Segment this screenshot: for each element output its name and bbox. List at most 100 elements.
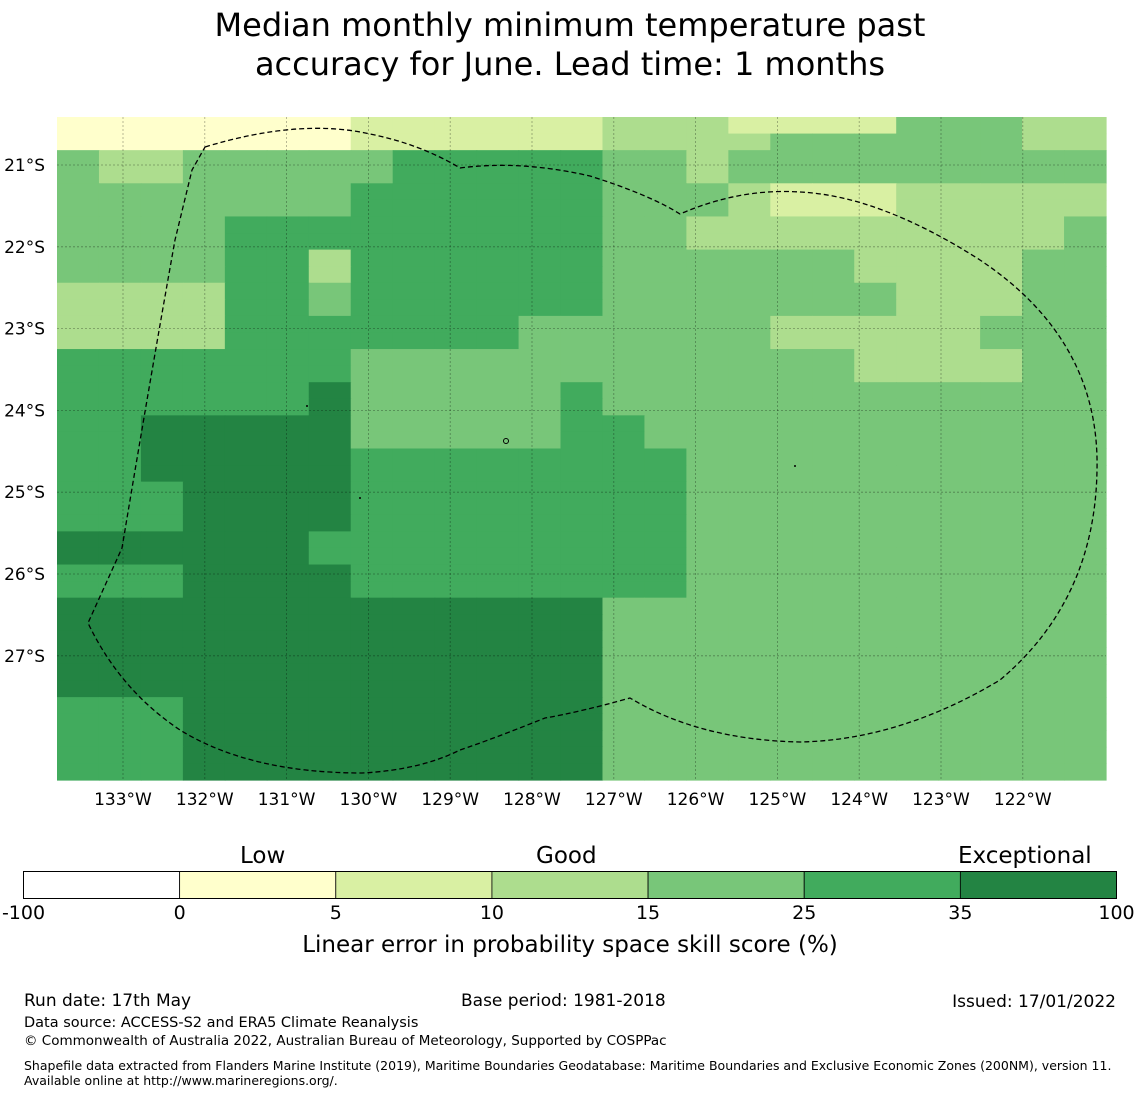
grid-cell — [392, 763, 436, 781]
grid-cell — [644, 133, 687, 151]
grid-cell — [602, 349, 646, 367]
grid-cell — [350, 233, 394, 251]
grid-cell — [728, 730, 771, 748]
grid-cell — [98, 730, 142, 748]
grid-cell — [518, 117, 562, 135]
grid-cell — [938, 117, 981, 135]
grid-cell — [182, 564, 226, 582]
grid-cell — [98, 282, 142, 300]
grid-cell — [308, 117, 352, 135]
grid-cell — [434, 448, 478, 466]
grid-cell — [980, 746, 1023, 765]
grid-cell — [812, 233, 855, 251]
grid-cell — [140, 431, 184, 450]
grid-cell — [686, 730, 729, 748]
grid-cell — [602, 713, 646, 731]
grid-cell — [476, 663, 520, 682]
longitude-label: 131°W — [258, 790, 316, 810]
grid-cell — [1064, 266, 1107, 284]
grid-cell — [896, 680, 939, 698]
grid-cell — [392, 465, 436, 483]
grid-cell — [98, 133, 142, 151]
grid-cell — [686, 150, 729, 168]
grid-cell — [140, 663, 184, 682]
grid-cell — [308, 614, 352, 632]
grid-cell — [644, 332, 687, 350]
grid-cell — [980, 663, 1023, 682]
grid-cell — [686, 713, 729, 731]
grid-cell — [392, 365, 436, 383]
grid-cell — [728, 166, 771, 184]
grid-cell — [140, 199, 184, 218]
grid-cell — [896, 249, 939, 267]
grid-cell — [98, 531, 142, 549]
colorbar-tick-label: 15 — [635, 902, 661, 924]
grid-cell — [350, 398, 394, 416]
grid-cell — [140, 216, 184, 234]
data-source: Data source: ACCESS-S2 and ERA5 Climate … — [24, 1015, 419, 1031]
grid-cell — [644, 249, 687, 267]
grid-cell — [644, 365, 687, 383]
grid-cell — [560, 365, 604, 383]
grid-cell — [98, 216, 142, 234]
grid-cell — [476, 431, 520, 450]
grid-cell — [980, 614, 1023, 632]
grid-cell — [854, 614, 897, 632]
grid-cell — [518, 431, 562, 450]
grid-cell — [308, 514, 352, 532]
grid-cell — [1022, 465, 1065, 483]
grid-cell — [434, 382, 478, 400]
grid-cell — [980, 398, 1023, 416]
grid-cell — [1022, 697, 1065, 715]
grid-cell — [350, 117, 394, 135]
grid-cell — [392, 266, 436, 284]
grid-cell — [602, 249, 646, 267]
grid-cell — [728, 398, 771, 416]
grid-cell — [350, 697, 394, 715]
grid-cell — [1064, 117, 1107, 135]
grid-cell — [518, 498, 562, 516]
grid-cell — [140, 266, 184, 284]
grid-cell — [57, 531, 100, 549]
grid-cell — [770, 150, 813, 168]
grid-cell — [57, 597, 100, 615]
grid-cell — [266, 498, 310, 516]
colorbar-segment — [491, 871, 649, 899]
grid-cell — [896, 448, 939, 466]
grid-cell — [98, 150, 142, 168]
grid-cell — [266, 547, 310, 566]
grid-cell — [560, 647, 604, 665]
grid-cell — [728, 365, 771, 383]
grid-cell — [1022, 547, 1065, 566]
colorbar-category-low: Low — [240, 843, 286, 869]
grid-cell — [98, 663, 142, 682]
grid-cell — [266, 382, 310, 400]
grid-cell — [644, 233, 687, 251]
grid-cell — [434, 680, 478, 698]
grid-cell — [560, 630, 604, 648]
grid-cell — [854, 680, 897, 698]
grid-cell — [434, 150, 478, 168]
grid-cell — [812, 680, 855, 698]
longitude-label: 132°W — [176, 790, 234, 810]
grid-cell — [854, 498, 897, 516]
latitude-label: 26°S — [4, 565, 45, 585]
grid-cell — [98, 547, 142, 566]
grid-cell — [854, 431, 897, 450]
grid-cell — [1022, 514, 1065, 532]
grid-cell — [854, 299, 897, 317]
grid-cell — [980, 183, 1023, 201]
grid-cell — [896, 233, 939, 251]
grid-cell — [560, 216, 604, 234]
grid-cell — [434, 431, 478, 450]
grid-cell — [57, 581, 100, 599]
grid-cell — [308, 166, 352, 184]
grid-cell — [686, 448, 729, 466]
grid-cell — [770, 581, 813, 599]
grid-cell — [812, 597, 855, 615]
grid-cell — [518, 663, 562, 682]
grid-cell — [57, 763, 100, 781]
grid-cell — [518, 150, 562, 168]
grid-cell — [1064, 730, 1107, 748]
grid-cell — [224, 150, 268, 168]
